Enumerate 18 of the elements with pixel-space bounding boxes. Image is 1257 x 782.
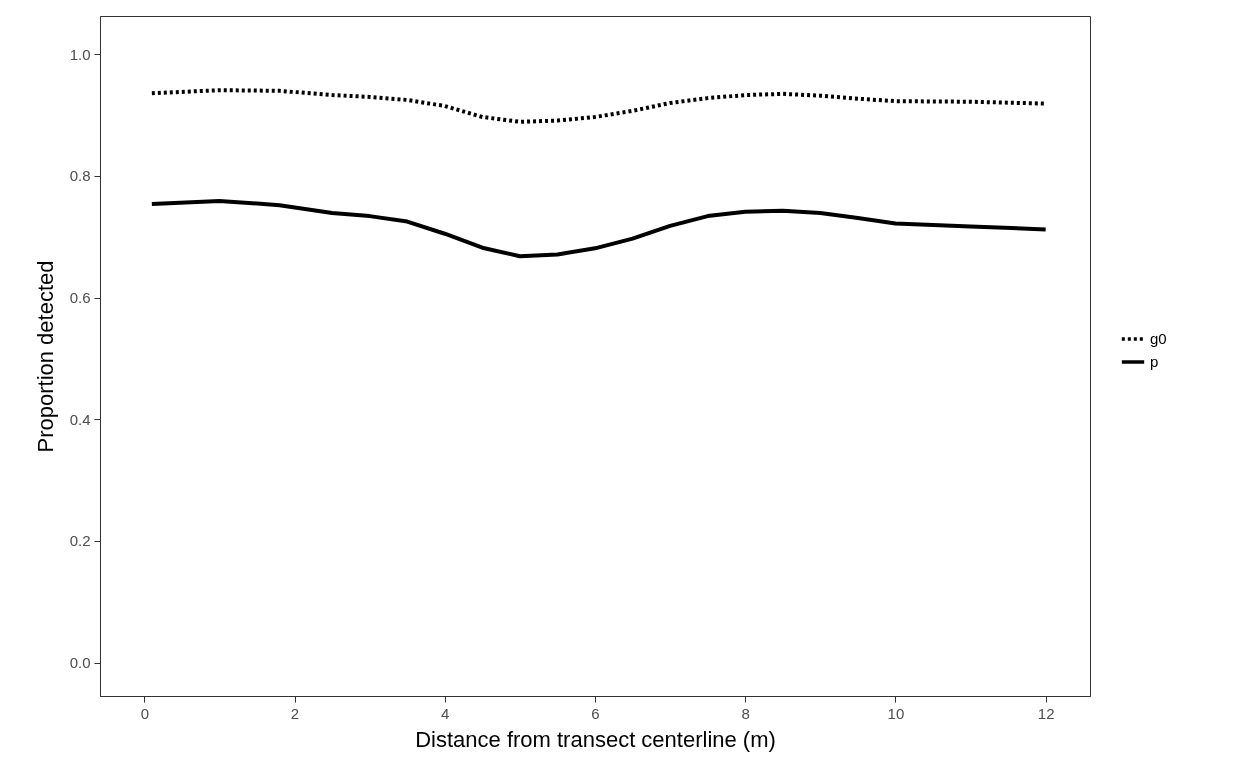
x-tick-label: 2	[290, 704, 300, 722]
x-tick-label: 8	[741, 704, 750, 722]
y-tick-label: 0.0	[69, 654, 91, 672]
legend-label: g0	[1150, 330, 1167, 347]
x-tick-label: 6	[591, 704, 600, 722]
y-axis-title: Proportion detected	[32, 260, 58, 453]
x-tick-label: 10	[887, 704, 905, 722]
x-tick-label: 4	[441, 704, 450, 722]
y-tick-label: 0.6	[69, 289, 91, 307]
y-tick-label: 0.2	[69, 532, 91, 550]
x-tick-label: 12	[1037, 704, 1055, 722]
y-tick-label: 0.8	[69, 167, 91, 185]
y-tick-label: 0.4	[69, 410, 91, 428]
legend-label: p	[1150, 353, 1159, 370]
line-series	[149, 198, 1048, 259]
x-tick-label: 0	[140, 704, 149, 722]
x-axis-title: Distance from transect centerline (m)	[415, 726, 776, 752]
y-tick-label: 1.0	[69, 45, 91, 63]
